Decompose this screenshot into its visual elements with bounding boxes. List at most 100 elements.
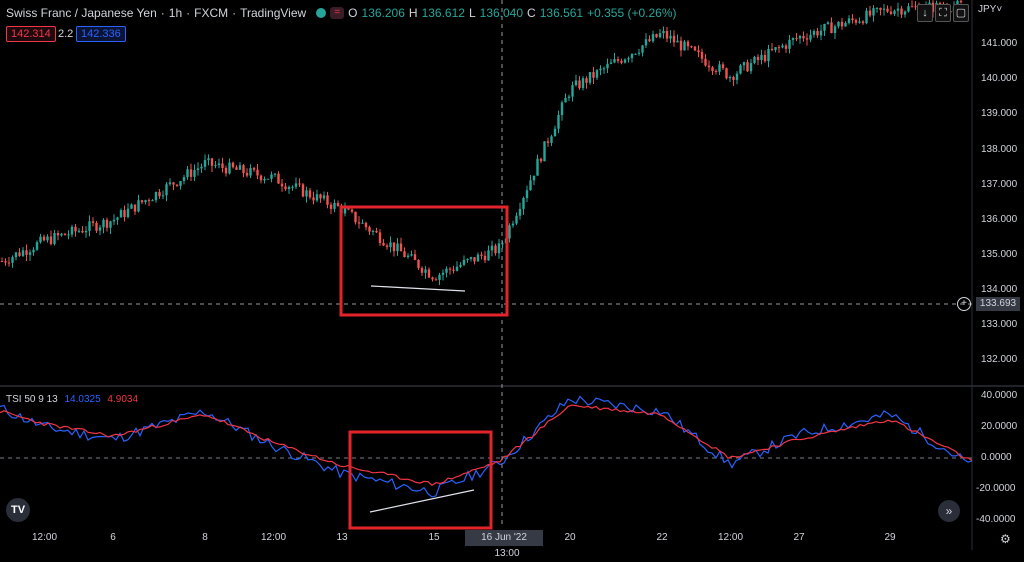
- candle-body: [11, 257, 14, 263]
- tsi-legend[interactable]: TSI 50 9 13 14.0325 4.9034: [6, 394, 138, 405]
- low-label: L: [468, 6, 476, 20]
- candle-body: [882, 8, 886, 10]
- candle-body: [329, 204, 333, 209]
- candle-body: [417, 260, 420, 268]
- candle-body: [627, 58, 630, 60]
- candle-body: [749, 63, 753, 72]
- price-tick-label: 138.000: [981, 143, 1018, 155]
- arrow-down-icon[interactable]: ↓: [917, 4, 933, 22]
- screenshot-icon[interactable]: ▢: [953, 4, 969, 22]
- time-tick-label: 20: [564, 532, 576, 543]
- candle-body: [798, 36, 802, 39]
- separator-dot: ·: [186, 6, 191, 20]
- candle-body: [235, 167, 238, 170]
- candle-body: [739, 65, 742, 74]
- candle-body: [112, 219, 116, 222]
- interval-label[interactable]: 1h: [168, 6, 183, 20]
- candle-body: [728, 77, 732, 79]
- candle-body: [441, 272, 445, 275]
- candle-body: [455, 266, 459, 271]
- candle-body: [172, 182, 175, 185]
- candle-body: [427, 269, 431, 278]
- candle-body: [515, 215, 518, 224]
- sell-price-button[interactable]: 142.314: [6, 26, 56, 42]
- candle-body: [210, 158, 214, 166]
- candle-body: [28, 252, 32, 255]
- candle-body: [287, 186, 291, 190]
- candle-body: [896, 8, 900, 11]
- candle-body: [39, 236, 42, 243]
- candle-body: [574, 80, 578, 86]
- candle-body: [350, 209, 354, 212]
- scroll-to-realtime-icon[interactable]: »: [938, 500, 960, 522]
- candle-body: [648, 39, 651, 42]
- currency-label: JPY: [978, 4, 997, 15]
- open-label: O: [348, 6, 358, 20]
- high-value: 136.612: [421, 6, 465, 20]
- candle-body: [830, 22, 833, 34]
- change-value: +0.355 (+0.26%): [587, 6, 677, 20]
- candle-body: [161, 195, 165, 197]
- candle-body: [207, 158, 210, 161]
- equals-icon[interactable]: =: [330, 7, 345, 19]
- candle-body: [238, 165, 242, 170]
- candle-body: [200, 166, 203, 169]
- fullscreen-icon[interactable]: ⛶: [935, 4, 951, 22]
- candle-body: [651, 34, 655, 42]
- time-tick-label: 22: [656, 532, 668, 543]
- candle-body: [301, 184, 305, 197]
- symbol-name[interactable]: Swiss Franc / Japanese Yen: [6, 6, 157, 20]
- candle-body: [189, 169, 193, 177]
- tradingview-logo-icon[interactable]: TV: [6, 498, 30, 522]
- candle-body: [196, 168, 200, 171]
- candle-body: [298, 183, 301, 185]
- candle-body: [914, 6, 917, 8]
- candle-body: [252, 168, 256, 170]
- candle-body: [46, 236, 49, 241]
- chart-canvas[interactable]: [0, 0, 1024, 550]
- price-tick-label: 135.000: [981, 248, 1018, 260]
- tsi-indicator-name[interactable]: TSI 50 9 13: [6, 394, 58, 405]
- annotations: [0, 0, 972, 530]
- candle-body: [837, 21, 840, 27]
- candle-body: [452, 269, 455, 271]
- candle-body: [592, 72, 595, 78]
- candle-body: [25, 250, 28, 255]
- tsi-tick-label: -40.0000: [976, 514, 1016, 526]
- plus-icon[interactable]: +: [957, 297, 971, 311]
- candle-body: [221, 163, 224, 168]
- market-status-icon[interactable]: [316, 8, 327, 18]
- candle-body: [690, 46, 693, 48]
- separator-dot: ·: [160, 6, 165, 20]
- candle-body: [203, 160, 207, 167]
- candle-body: [105, 219, 109, 228]
- candle-body: [511, 223, 515, 226]
- candle-body: [98, 227, 102, 231]
- candle-body: [406, 255, 410, 258]
- candle-body: [361, 222, 364, 224]
- candle-body: [53, 233, 56, 244]
- candle-body: [844, 22, 847, 27]
- candle-body: [557, 115, 560, 129]
- tsi-value: 14.0325: [64, 394, 101, 405]
- candle-body: [399, 243, 403, 252]
- crosshair-time-label: 16 Jun '22 13:00: [465, 530, 543, 559]
- candle-body: [508, 225, 511, 239]
- candle-body: [585, 78, 588, 83]
- separator-dot: ·: [232, 6, 237, 20]
- buy-price-button[interactable]: 142.336: [76, 26, 126, 42]
- currency-select[interactable]: JPY˅: [978, 4, 1003, 15]
- time-tick-label: 27: [793, 532, 805, 543]
- tsi-tick-label: 20.0000: [981, 420, 1018, 432]
- candle-body: [259, 175, 263, 181]
- candle-body: [812, 30, 816, 35]
- candle-body: [410, 254, 413, 256]
- candle-body: [364, 222, 368, 228]
- tsi-series: [0, 395, 973, 498]
- settings-gear-icon[interactable]: ⚙: [1000, 532, 1011, 546]
- candle-body: [18, 252, 21, 256]
- candle-body: [347, 208, 350, 210]
- candle-body: [578, 80, 581, 89]
- candle-body: [658, 33, 662, 38]
- candle-body: [95, 222, 98, 231]
